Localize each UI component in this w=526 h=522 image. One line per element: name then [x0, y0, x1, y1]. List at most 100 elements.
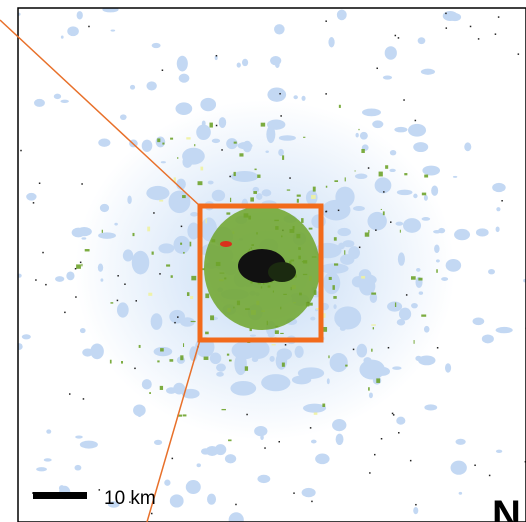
urban-patch: [114, 223, 118, 226]
urban-patch: [237, 63, 241, 68]
vegetation-patch: [345, 365, 347, 367]
urban-patch: [413, 194, 417, 199]
vegetation-patch: [186, 137, 190, 139]
vegetation-patch: [229, 360, 232, 362]
vegetation-patch: [400, 230, 401, 233]
urban-patch: [292, 376, 311, 385]
urban-patch: [375, 177, 392, 193]
urban-patch: [234, 353, 246, 375]
urban-patch: [376, 367, 390, 376]
urban-patch: [54, 94, 61, 99]
vegetation-patch: [309, 228, 313, 230]
urban-patch: [422, 166, 440, 176]
dark-pixel: [35, 279, 37, 281]
urban-patch: [455, 439, 465, 445]
dark-pixel: [410, 460, 412, 462]
dark-pixel: [33, 202, 35, 204]
dark-pixel: [117, 275, 119, 277]
vegetation-patch: [282, 155, 284, 160]
urban-patch: [207, 494, 216, 505]
vegetation-patch: [191, 276, 196, 281]
dark-pixel: [311, 501, 313, 503]
urban-patch: [254, 426, 267, 436]
dark-pixel: [398, 432, 400, 434]
vegetation-patch: [280, 333, 283, 334]
urban-patch: [100, 204, 109, 212]
urban-patch: [61, 36, 64, 39]
dark-pixel: [80, 262, 82, 264]
vegetation-patch: [344, 250, 345, 254]
urban-patch: [120, 114, 127, 120]
urban-patch: [336, 434, 344, 445]
city-core: [204, 206, 320, 330]
urban-patch: [186, 480, 201, 494]
urban-patch: [210, 353, 221, 364]
urban-patch: [156, 136, 166, 147]
vegetation-patch: [200, 167, 203, 171]
vegetation-patch: [121, 361, 123, 364]
vegetation-patch: [183, 414, 187, 416]
vegetation-patch: [227, 354, 229, 356]
dark-pixel: [280, 115, 282, 117]
urban-patch: [332, 419, 346, 431]
urban-patch: [464, 142, 471, 151]
dark-pixel: [392, 413, 394, 415]
urban-patch: [389, 169, 395, 172]
vegetation-patch: [282, 363, 285, 367]
dark-pixel: [216, 125, 218, 127]
vegetation-patch: [228, 439, 231, 441]
urban-patch: [473, 317, 485, 325]
dark-pixel: [69, 393, 71, 395]
vegetation-patch: [190, 242, 192, 247]
dark-pixel: [229, 176, 231, 178]
urban-patch: [146, 81, 156, 90]
urban-patch: [434, 244, 439, 253]
vegetation-patch: [358, 129, 359, 130]
dark-pixel: [117, 300, 119, 302]
dark-pixel: [174, 322, 176, 324]
urban-patch: [230, 381, 256, 396]
urban-patch: [387, 302, 402, 312]
vegetation-patch: [371, 349, 372, 352]
vegetation-patch: [198, 181, 203, 185]
vegetation-patch: [160, 348, 164, 351]
vegetation-patch: [226, 212, 230, 214]
urban-patch: [333, 199, 345, 204]
urban-patch: [212, 190, 225, 202]
urban-patch: [383, 75, 392, 79]
urban-patch: [90, 343, 104, 359]
vegetation-patch: [275, 330, 279, 334]
vegetation-patch: [411, 276, 416, 279]
urban-patch: [154, 440, 162, 445]
vegetation-patch: [110, 302, 113, 303]
urban-patch: [496, 327, 513, 333]
urban-patch: [201, 448, 210, 454]
urban-patch: [66, 271, 74, 280]
urban-patch: [397, 190, 413, 196]
urban-patch: [243, 141, 252, 153]
vegetation-patch: [171, 275, 173, 278]
urban-patch: [111, 29, 116, 31]
vegetation-patch: [328, 355, 329, 358]
urban-patch: [441, 277, 448, 281]
vegetation-patch: [250, 197, 254, 201]
vegetation-patch: [149, 392, 151, 394]
vegetation-patch: [381, 209, 382, 210]
urban-patch: [216, 372, 224, 377]
vegetation-patch: [424, 175, 428, 178]
urban-patch: [330, 353, 348, 372]
dark-pixel: [478, 38, 480, 40]
urban-patch: [413, 507, 418, 514]
dark-pixel: [135, 300, 137, 302]
dark-pixel: [221, 149, 223, 151]
urban-patch: [173, 236, 190, 254]
vegetation-patch: [190, 296, 193, 299]
dark-pixel: [376, 68, 378, 70]
urban-patch: [142, 379, 152, 389]
vegetation-patch: [234, 172, 236, 176]
urban-patch: [36, 467, 47, 471]
vegetation-patch: [404, 173, 407, 175]
urban-patch: [459, 492, 463, 495]
urban-patch: [151, 313, 163, 330]
north-arrow: N: [492, 493, 521, 522]
